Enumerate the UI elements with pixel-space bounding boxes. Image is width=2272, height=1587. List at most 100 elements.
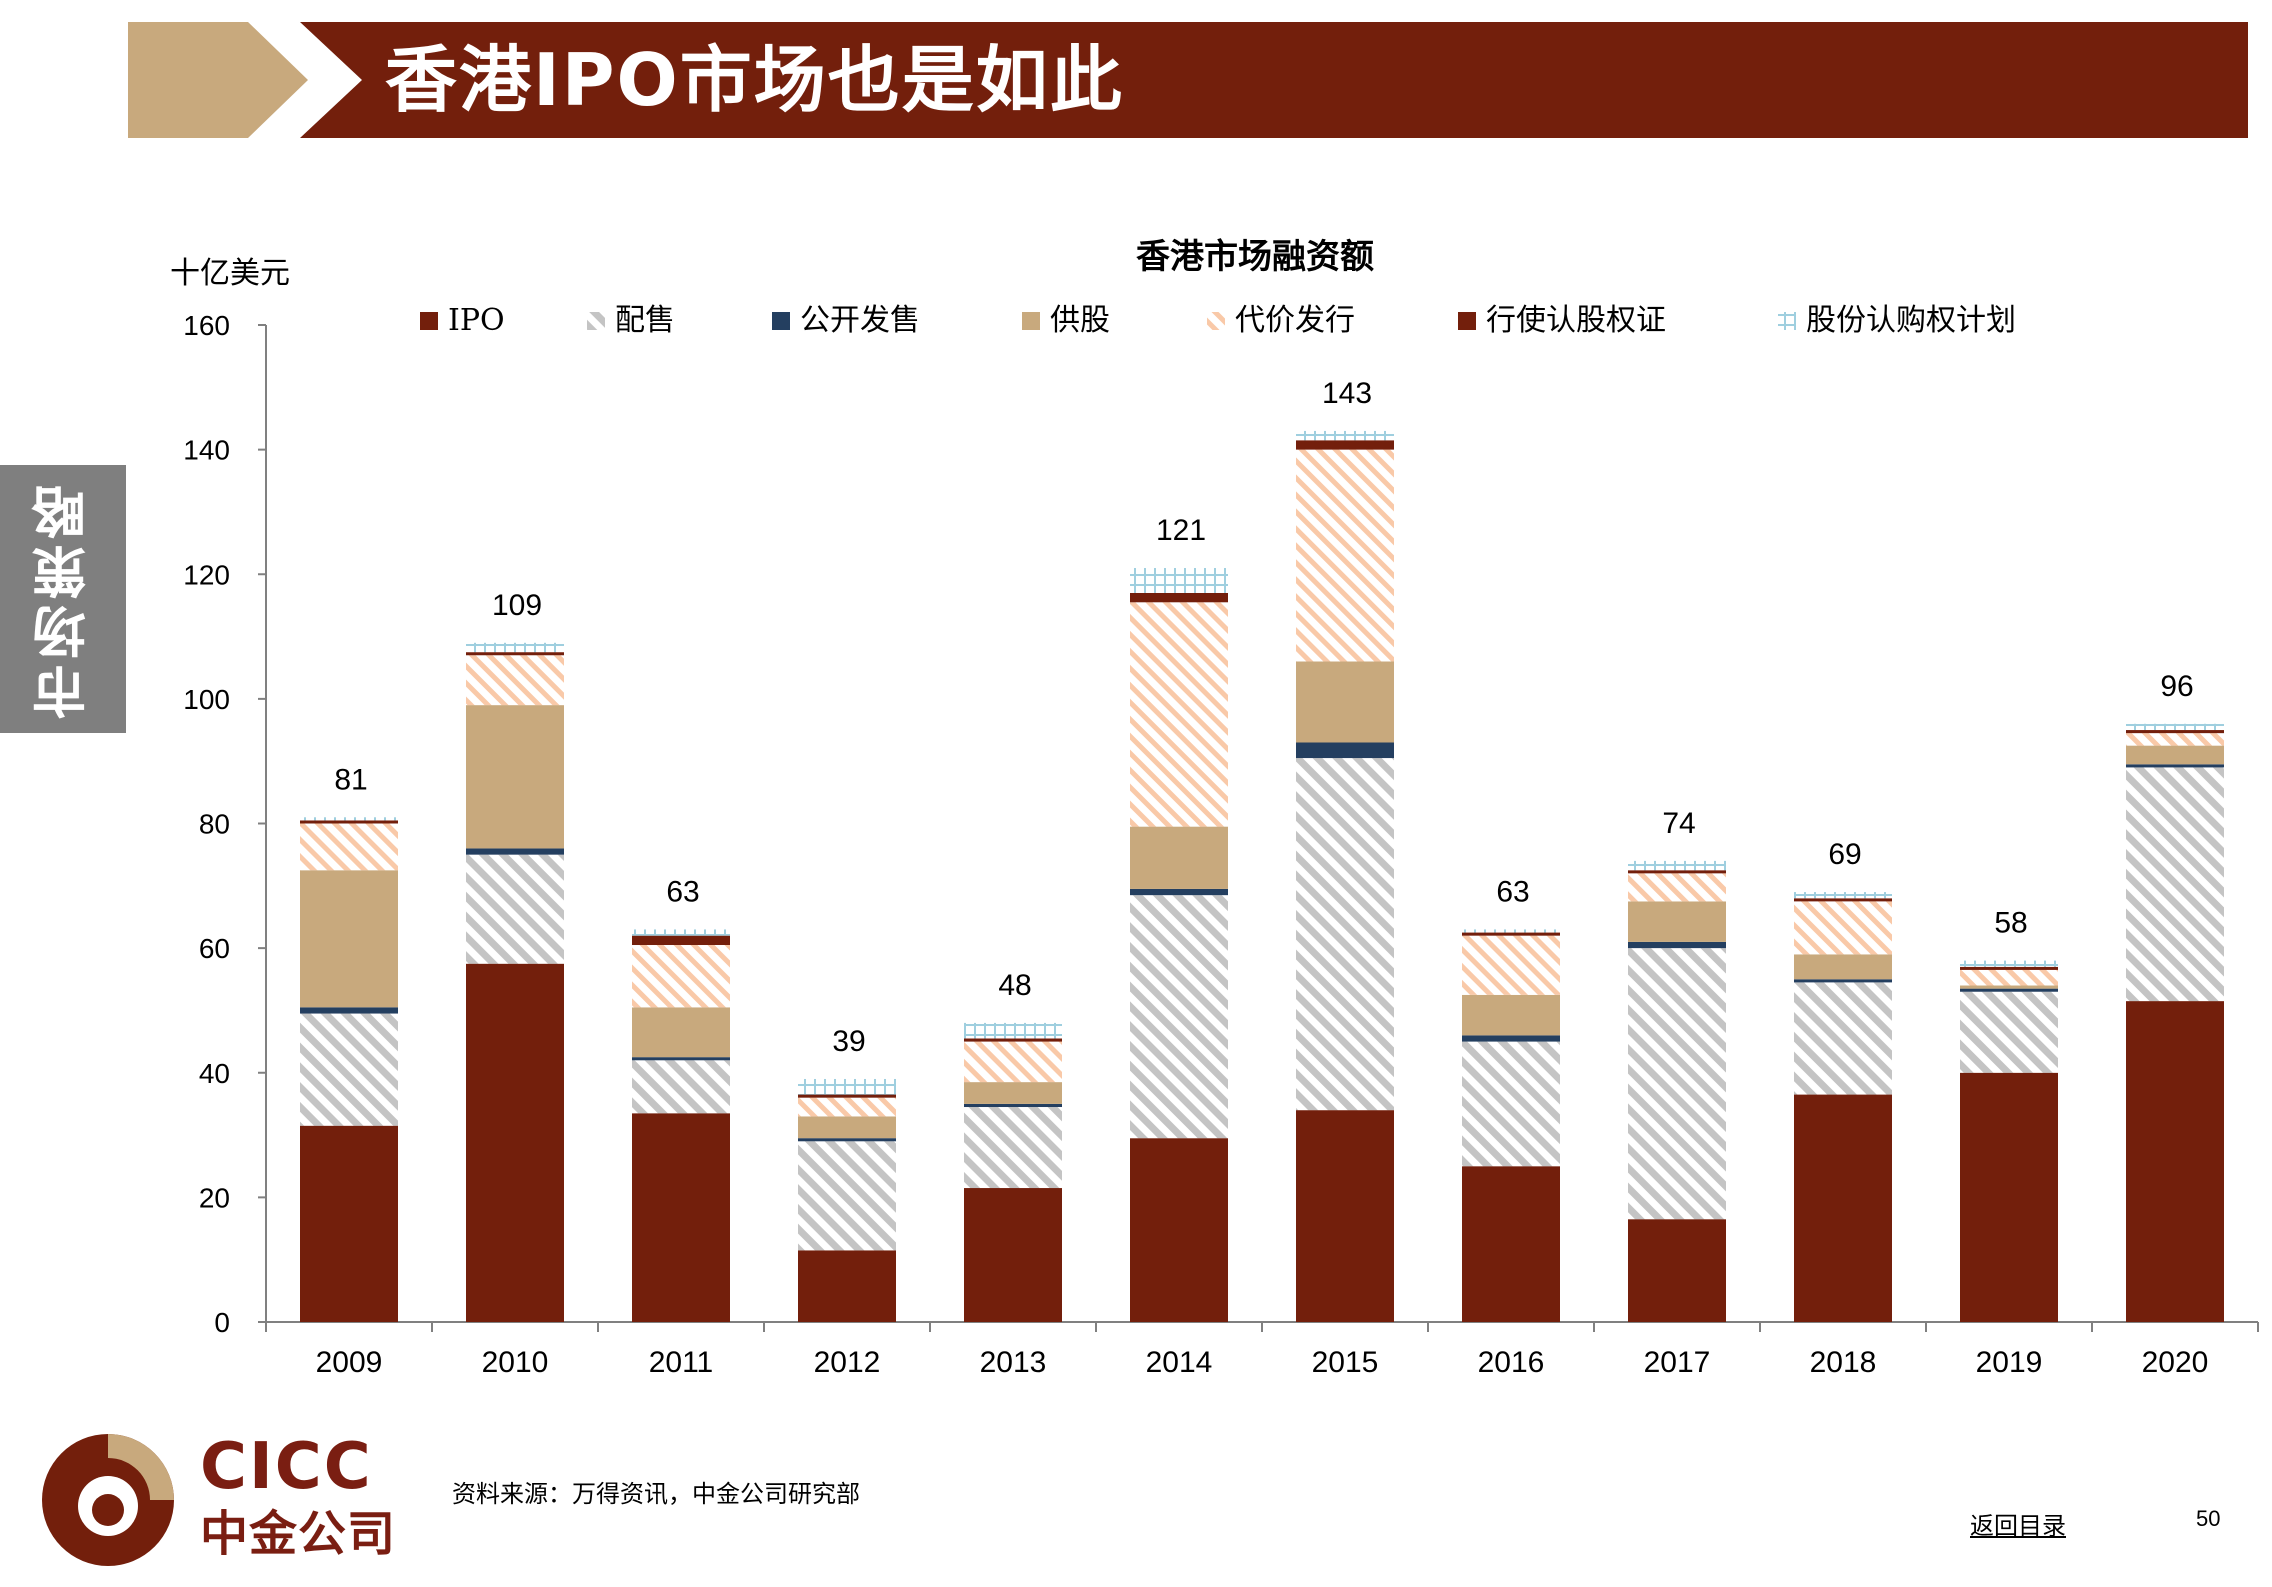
legend-swatch: [587, 312, 605, 330]
bar-segment-5: [1628, 873, 1726, 902]
bar-segment-4: [1628, 901, 1726, 942]
bar-segment-6: [1130, 592, 1228, 603]
y-tick-label: 60: [199, 933, 230, 964]
legend-swatch: [1022, 312, 1040, 330]
bar-segment-5: [1296, 449, 1394, 662]
header-bar: [300, 22, 2248, 138]
bar-segment-5: [798, 1097, 896, 1117]
bar-segment-5: [1462, 935, 1560, 995]
bar-segment-4: [1130, 826, 1228, 889]
x-tick-label: 2013: [980, 1346, 1047, 1379]
bar-segment-3: [466, 848, 564, 855]
bar-segment-5: [1960, 969, 2058, 986]
y-tick-label: 0: [214, 1307, 230, 1338]
bar-segment-2: [2126, 767, 2224, 1002]
bar-segment-7: [964, 1022, 1062, 1039]
x-tick-label: 2009: [316, 1346, 383, 1379]
bar-segment-5: [964, 1041, 1062, 1083]
bar-segment-1: [1296, 1110, 1394, 1322]
x-tick-label: 2016: [1478, 1346, 1545, 1379]
y-tick-label: 120: [183, 559, 230, 590]
bar-segment-2: [798, 1141, 896, 1251]
legend-label: IPO: [448, 303, 505, 338]
y-tick-label: 20: [199, 1182, 230, 1213]
total-label: 96: [2160, 670, 2193, 703]
bar-segment-7: [466, 642, 564, 653]
chart-title: 香港市场融资额: [1136, 237, 1374, 277]
bar-segment-2: [1794, 982, 1892, 1095]
legend-label: 配售: [615, 303, 675, 338]
bar-segment-2: [964, 1107, 1062, 1189]
total-label: 63: [666, 875, 699, 908]
bar-segment-1: [964, 1188, 1062, 1322]
bar-segment-2: [1628, 948, 1726, 1220]
cicc-logo: [42, 1434, 174, 1566]
legend-swatch: [420, 312, 438, 330]
bar-segment-5: [632, 945, 730, 1008]
bar-segment-6: [798, 1094, 896, 1098]
legend: IPO 配售 公开发售 供股 代价发行 行使认股权证 股份认购权计划: [420, 303, 2016, 338]
logo-wordmark: CICC: [200, 1430, 373, 1504]
bar-segment-7: [1462, 929, 1560, 933]
logo-circle-core: [92, 1494, 124, 1526]
bar-segment-3: [798, 1138, 896, 1142]
bar-segment-1: [1960, 1072, 2058, 1322]
legend-label: 行使认股权证: [1486, 303, 1666, 338]
bar-segment-7: [1960, 960, 2058, 967]
bar-segment-3: [300, 1007, 398, 1014]
y-tick-label: 140: [183, 435, 230, 466]
y-tick-label: 80: [199, 809, 230, 840]
bar-segment-1: [466, 963, 564, 1322]
x-tick-label: 2011: [649, 1346, 714, 1379]
bar-segment-3: [1462, 1035, 1560, 1042]
total-label: 58: [1994, 907, 2027, 940]
y-tick-label: 100: [183, 684, 230, 715]
bar-segment-1: [1130, 1138, 1228, 1322]
bar-segment-6: [1296, 440, 1394, 450]
bar-segment-3: [2126, 764, 2224, 768]
total-label: 121: [1156, 514, 1206, 547]
bar-segment-6: [964, 1038, 1062, 1042]
bar-segment-3: [632, 1057, 730, 1061]
bar-segment-1: [632, 1113, 730, 1322]
total-label: 74: [1662, 807, 1695, 840]
bar-segment-7: [632, 929, 730, 936]
bar-segment-3: [1628, 941, 1726, 949]
bar-segment-5: [2126, 733, 2224, 746]
bar-segment-5: [466, 655, 564, 706]
legend-swatch: [1458, 312, 1476, 330]
source-note: 资料来源：万得资讯，中金公司研究部: [452, 1480, 860, 1508]
bar-segment-4: [300, 870, 398, 1008]
bar-segment-4: [1462, 994, 1560, 1036]
bar-segment-6: [1794, 898, 1892, 902]
bar-segment-7: [1296, 430, 1394, 441]
bar-segment-2: [300, 1013, 398, 1126]
total-label: 39: [832, 1025, 865, 1058]
bar-segment-2: [632, 1060, 730, 1114]
bar-segment-6: [632, 935, 730, 946]
x-tick-label: 2018: [1810, 1346, 1877, 1379]
legend-label: 公开发售: [800, 303, 920, 338]
bar-segment-7: [1130, 568, 1228, 593]
bar-segment-6: [2126, 730, 2224, 734]
legend-swatch: [772, 312, 790, 330]
bar-segment-7: [2126, 723, 2224, 731]
bar-segment-2: [1960, 991, 2058, 1073]
legend-swatch: [1778, 312, 1796, 330]
bar-segment-3: [1130, 888, 1228, 896]
back-to-contents-link[interactable]: 返回目录: [1970, 1512, 2066, 1540]
bar-segment-7: [798, 1078, 896, 1095]
bar-segment-5: [1794, 901, 1892, 955]
x-tick-label: 2015: [1312, 1346, 1379, 1379]
y-axis-unit-label: 十亿美元: [170, 256, 290, 291]
y-tick-label: 160: [183, 310, 230, 341]
bar-segment-1: [300, 1125, 398, 1322]
side-tab: [0, 465, 126, 733]
logo-chinese-name: 中金公司: [200, 1506, 397, 1562]
bar-segment-6: [1462, 932, 1560, 936]
total-label: 48: [998, 969, 1031, 1002]
bar-segment-7: [1628, 860, 1726, 871]
bar-segment-4: [1296, 661, 1394, 743]
logo-gold-arc: [108, 1434, 174, 1500]
x-tick-label: 2020: [2142, 1346, 2209, 1379]
